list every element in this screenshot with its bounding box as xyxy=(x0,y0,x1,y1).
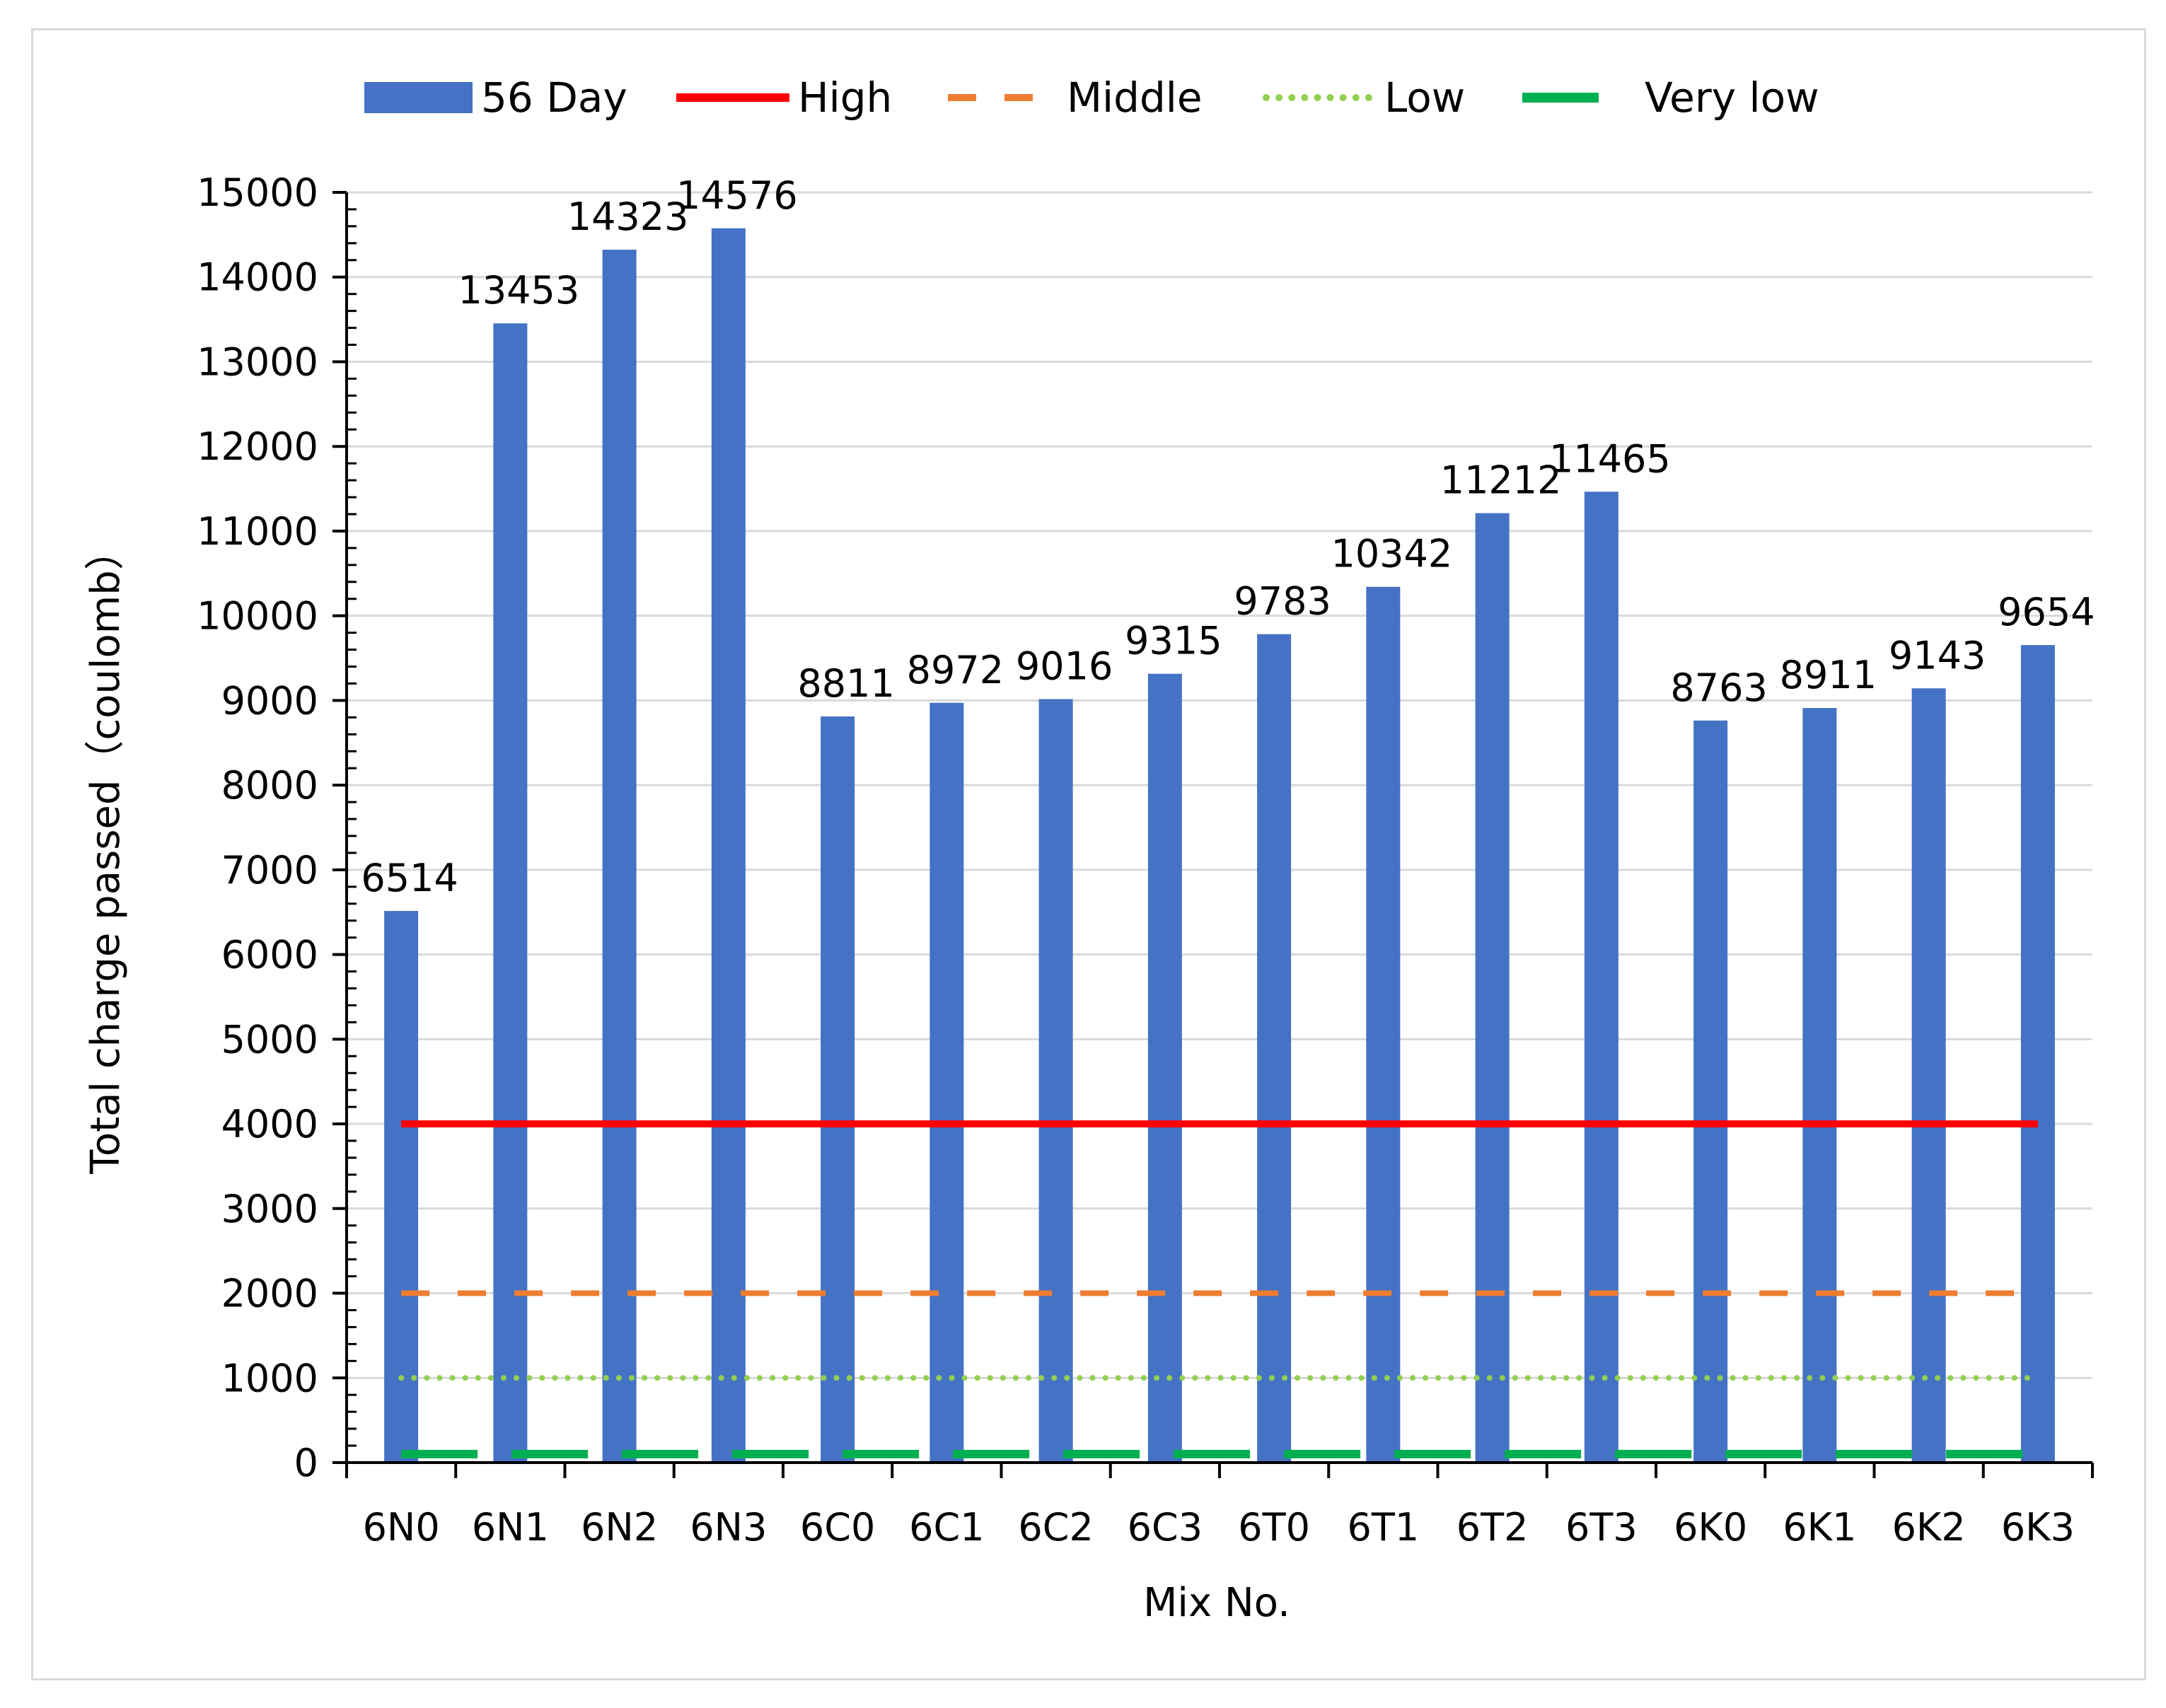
x-tick-label: 6T0 xyxy=(1238,1505,1310,1550)
x-tick-label: 6C0 xyxy=(800,1505,875,1550)
legend: 56 Day High Middle Low Very low xyxy=(364,74,1819,122)
data-label-6T3: 11465 xyxy=(1549,436,1671,481)
y-tick-label: 5000 xyxy=(221,1017,318,1062)
bar-6K3 xyxy=(2020,645,2055,1463)
legend-label-high: High xyxy=(798,74,892,122)
x-tick-label: 6T2 xyxy=(1456,1505,1529,1550)
legend-swatch-56-day xyxy=(364,82,473,113)
axes xyxy=(332,191,2094,1478)
y-tick-label: 0 xyxy=(294,1441,318,1485)
y-tick-label: 11000 xyxy=(197,509,318,554)
data-label-6T1: 10342 xyxy=(1331,532,1452,576)
y-tick-label: 2000 xyxy=(221,1272,318,1316)
y-tick-label: 6000 xyxy=(221,933,318,977)
x-axis-title: Mix No. xyxy=(1143,1580,1290,1626)
bar-6K2 xyxy=(1911,688,1946,1463)
x-tick-label: 6C3 xyxy=(1128,1505,1203,1550)
bar-6T0 xyxy=(1257,634,1292,1463)
data-label-6N0: 6514 xyxy=(361,856,458,900)
data-label-6C1: 8972 xyxy=(907,648,1004,692)
data-label-6N2: 14323 xyxy=(567,194,689,239)
x-tick-label: 6C2 xyxy=(1018,1505,1093,1550)
bar-6T3 xyxy=(1584,492,1618,1463)
y-tick-label: 7000 xyxy=(221,848,318,893)
bar-6T1 xyxy=(1366,586,1401,1463)
x-tick-label: 6T3 xyxy=(1565,1505,1638,1550)
y-tick-label: 8000 xyxy=(221,763,318,808)
legend-label-middle: Middle xyxy=(1067,74,1203,122)
y-tick-label: 13000 xyxy=(197,339,318,384)
x-tick-label: 6K2 xyxy=(1892,1505,1966,1550)
bar-6C3 xyxy=(1147,673,1182,1463)
data-label-6C3: 9315 xyxy=(1125,619,1222,663)
bar-6C1 xyxy=(929,702,964,1463)
y-tick-label: 3000 xyxy=(221,1187,318,1231)
x-tick-label: 6N3 xyxy=(690,1505,767,1550)
y-tick-label: 1000 xyxy=(221,1356,318,1400)
data-label-6K0: 8763 xyxy=(1670,666,1767,710)
data-label-6C2: 9016 xyxy=(1016,644,1113,688)
y-axis-title: Total charge passed（coulomb） xyxy=(83,530,129,1175)
bar-6T2 xyxy=(1475,513,1510,1463)
x-tick-label: 6C1 xyxy=(909,1505,984,1550)
data-label-6N3: 14576 xyxy=(676,173,798,218)
legend-label-56-day: 56 Day xyxy=(481,74,627,122)
y-tick-label: 4000 xyxy=(221,1102,318,1146)
x-tick-label: 6T1 xyxy=(1348,1505,1420,1550)
y-tick-label: 12000 xyxy=(197,424,318,469)
x-tick-labels: 6N0 6N1 6N2 6N3 6C0 6C1 6C2 6C3 6T0 6T1 6T2 6T3 6K0 6… xyxy=(363,1505,2075,1550)
bar-6N0 xyxy=(384,911,419,1463)
legend-label-very-low: Very low xyxy=(1645,74,1819,122)
y-tick-labels: 0 1000 2000 3000 4000 5000 6000 7000 8000 9000 100… xyxy=(197,170,318,1485)
bar-6K1 xyxy=(1802,708,1837,1463)
bar-series xyxy=(384,228,2055,1463)
x-tick-label: 6K0 xyxy=(1674,1505,1747,1550)
bar-6N1 xyxy=(493,323,528,1463)
data-label-6K2: 9143 xyxy=(1889,633,1986,678)
bar-6K0 xyxy=(1693,720,1728,1463)
y-tick-label: 10000 xyxy=(197,594,318,639)
data-label-6C0: 8811 xyxy=(797,661,894,706)
bar-6C0 xyxy=(821,716,855,1463)
bar-6N2 xyxy=(602,250,637,1463)
x-tick-label: 6N1 xyxy=(472,1505,549,1550)
data-label-6T2: 11212 xyxy=(1440,458,1562,503)
y-tick-label: 15000 xyxy=(197,170,318,215)
gridlines xyxy=(347,191,2092,1379)
legend-label-low: Low xyxy=(1384,74,1465,122)
x-tick-label: 6K1 xyxy=(1783,1505,1856,1550)
data-label-6K3: 9654 xyxy=(1998,590,2095,634)
x-tick-label: 6N2 xyxy=(581,1505,658,1550)
y-tick-label: 14000 xyxy=(197,255,318,300)
data-label-6N1: 13453 xyxy=(458,268,579,313)
threshold-lines xyxy=(398,1120,2041,1459)
x-tick-label: 6K3 xyxy=(2001,1505,2075,1550)
x-tick-label: 6N0 xyxy=(363,1505,440,1550)
y-tick-label: 9000 xyxy=(221,678,318,723)
bar-6C2 xyxy=(1038,699,1073,1463)
bar-6N3 xyxy=(711,228,746,1463)
data-label-6T0: 9783 xyxy=(1234,579,1331,624)
chart-frame xyxy=(31,28,2146,1680)
data-label-6K1: 8911 xyxy=(1780,653,1877,697)
